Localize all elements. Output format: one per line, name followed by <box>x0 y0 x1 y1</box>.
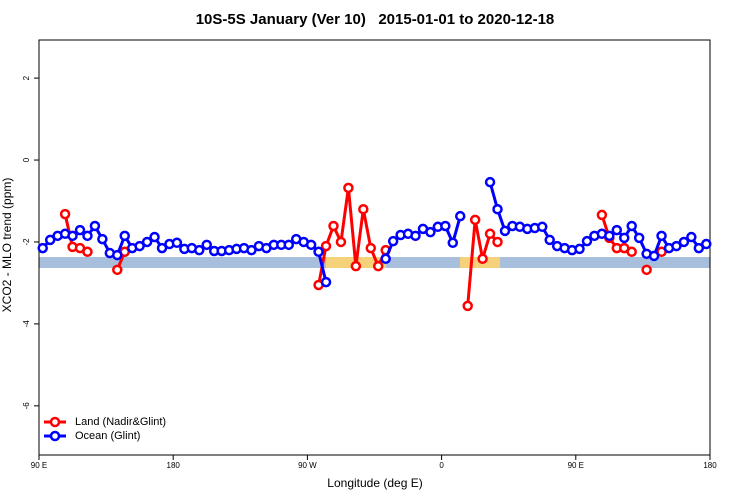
data-point <box>194 244 205 256</box>
data-point <box>581 235 593 247</box>
y-tick-label: -4 <box>22 320 31 328</box>
legend-marker <box>49 430 61 442</box>
data-point <box>82 246 93 258</box>
x-tick-label: 0 <box>439 461 444 470</box>
data-point <box>67 230 78 242</box>
data-point <box>671 240 682 252</box>
legend-marker <box>49 416 61 428</box>
data-point <box>537 221 548 233</box>
data-point <box>320 240 332 252</box>
data-point <box>604 230 615 242</box>
data-point <box>484 176 496 188</box>
data-point <box>633 232 645 244</box>
data-point <box>462 300 473 312</box>
data-point <box>492 236 503 248</box>
x-tick-label: 90 E <box>568 461 584 470</box>
data-point <box>74 224 86 236</box>
data-point <box>82 230 93 242</box>
data-point <box>283 239 295 251</box>
data-point <box>387 235 399 247</box>
data-point <box>596 209 608 221</box>
data-point <box>119 230 130 242</box>
data-point <box>425 226 436 238</box>
data-point <box>358 203 369 215</box>
y-tick-label: -6 <box>22 402 31 410</box>
data-point <box>343 182 354 194</box>
data-point <box>97 233 108 245</box>
data-point <box>678 236 690 248</box>
data-point <box>454 210 466 222</box>
data-point <box>37 242 48 254</box>
data-point <box>134 240 145 252</box>
data-point <box>112 264 123 276</box>
data-point <box>59 208 71 220</box>
data-point <box>492 203 503 215</box>
x-tick-label: 180 <box>167 461 181 470</box>
data-point <box>141 236 153 248</box>
data-point <box>149 231 160 243</box>
data-point <box>611 224 623 236</box>
data-point <box>171 237 183 249</box>
data-point <box>156 242 168 254</box>
data-point <box>544 234 555 246</box>
data-point <box>693 242 705 254</box>
data-point <box>112 249 123 261</box>
data-point <box>320 276 332 288</box>
data-point <box>701 238 712 250</box>
data-point <box>89 220 101 232</box>
x-tick-label: 180 <box>703 461 717 470</box>
data-point <box>499 225 511 237</box>
legend-label: Land (Nadir&Glint) <box>75 416 166 428</box>
data-point <box>410 230 421 242</box>
data-point <box>619 232 630 244</box>
data-point <box>335 236 347 248</box>
legend-label: Ocean (Glint) <box>75 430 140 442</box>
data-point <box>484 228 496 240</box>
chart-title: 10S-5S January (Ver 10) 2015-01-01 to 20… <box>196 11 555 28</box>
data-point <box>626 246 637 258</box>
x-axis-label: Longitude (deg E) <box>327 476 422 490</box>
data-point <box>648 250 660 262</box>
data-point <box>477 253 488 265</box>
y-tick-label: 2 <box>22 75 31 80</box>
data-point <box>469 214 481 226</box>
data-point <box>641 264 652 276</box>
data-point <box>365 242 377 254</box>
data-point <box>380 253 391 265</box>
data-point <box>447 237 459 249</box>
data-point <box>201 239 212 251</box>
y-tick-label: -2 <box>22 238 31 246</box>
data-point <box>686 231 697 243</box>
data-point <box>656 230 667 242</box>
data-point <box>372 260 384 272</box>
data-point <box>440 220 451 232</box>
x-tick-label: 90 W <box>298 461 317 470</box>
data-point <box>305 239 317 251</box>
data-point <box>313 246 324 258</box>
data-point <box>328 220 339 232</box>
data-point <box>350 260 362 272</box>
y-tick-label: 0 <box>22 157 31 162</box>
data-point <box>246 244 257 256</box>
y-axis-label: XCO2 - MLO trend (ppm) <box>0 178 14 313</box>
x-tick-label: 90 E <box>31 461 47 470</box>
data-point <box>626 220 637 232</box>
data-point <box>44 234 56 246</box>
data-point <box>574 243 585 255</box>
